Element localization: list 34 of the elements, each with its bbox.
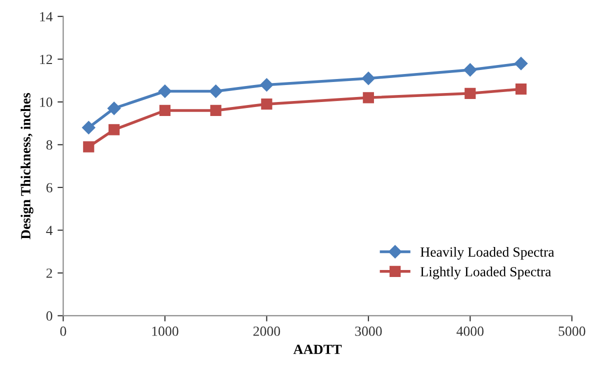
y-tick-label: 10 (40, 98, 52, 107)
point (158, 84, 172, 98)
x-tick-label: 2000 (253, 326, 280, 336)
x-tick-label: 1000 (152, 326, 178, 336)
point (464, 88, 476, 99)
point (464, 63, 477, 76)
point (107, 102, 121, 115)
y-tick-label: 2 (46, 268, 52, 278)
point (210, 104, 222, 116)
point (362, 72, 376, 86)
y-tick-label: 4 (46, 226, 53, 236)
y-tick-label: 0 (46, 311, 52, 321)
x-tick-label: 0 (60, 326, 66, 336)
point (209, 84, 222, 98)
point (515, 84, 527, 95)
point (261, 98, 272, 110)
x-tick-label: 3000 (355, 326, 382, 336)
point (83, 141, 94, 152)
point (108, 124, 120, 136)
x-axis-title: AADTT (293, 344, 342, 354)
point (82, 121, 96, 134)
y-tick-label: 8 (46, 140, 52, 150)
x-tick-label: 4000 (456, 326, 484, 336)
legend-label: Heavily Loaded Spectra (420, 246, 554, 260)
y-tick-label: 6 (46, 183, 52, 192)
y-tick-label: 14 (40, 12, 53, 22)
point (260, 78, 274, 92)
point (514, 56, 528, 70)
point (159, 104, 171, 116)
legend-label: Lightly Loaded Spectra (420, 266, 552, 280)
y-tick-label: 12 (40, 54, 52, 64)
x-tick-label: 5000 (558, 326, 586, 336)
y-axis-title: Design Thickness, inches (20, 93, 34, 240)
point (362, 92, 374, 104)
